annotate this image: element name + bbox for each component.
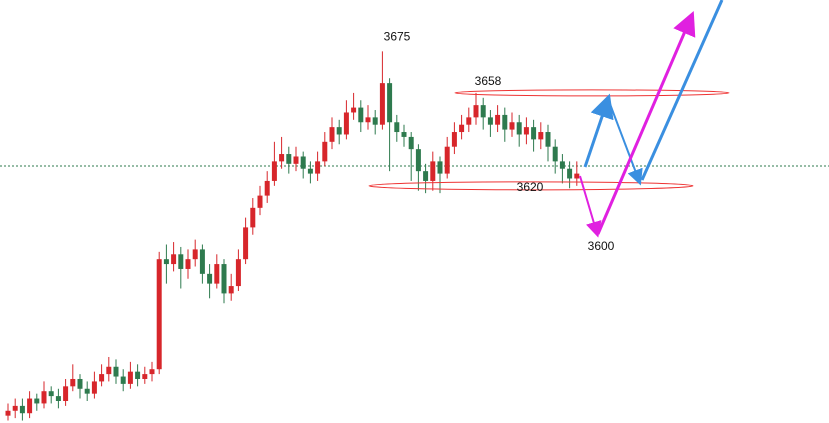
- candle-body: [228, 286, 234, 294]
- candle-body: [257, 195, 263, 208]
- candle-body: [185, 259, 191, 269]
- level-label: 3658: [475, 74, 502, 88]
- candle-body: [77, 378, 83, 389]
- candle-body: [84, 388, 90, 394]
- candle-body: [171, 254, 177, 265]
- candle-body: [358, 107, 364, 123]
- candle-body: [502, 114, 508, 130]
- arrow-up-blue: [583, 93, 614, 168]
- candle-body: [430, 161, 436, 181]
- candle-body: [365, 117, 371, 123]
- candle-body: [192, 249, 198, 260]
- candle-body: [473, 105, 479, 118]
- candle-body: [91, 381, 97, 394]
- candle-body: [487, 117, 493, 125]
- candle-body: [343, 112, 349, 135]
- arrow-long-blue: [640, 0, 724, 181]
- candle-body: [142, 374, 148, 379]
- candle-body: [235, 259, 241, 287]
- candle-body: [307, 168, 313, 174]
- candle-body: [552, 146, 558, 162]
- candle-body: [351, 107, 357, 113]
- candle-body: [286, 154, 292, 164]
- candle-body: [271, 161, 277, 181]
- candle-body: [106, 366, 112, 375]
- candle-body: [113, 366, 119, 377]
- arrow-up-magenta: [596, 10, 696, 235]
- candle-body: [199, 249, 205, 274]
- candle-body: [19, 405, 25, 414]
- candle-body: [12, 405, 18, 411]
- candle-body: [495, 114, 501, 125]
- candle-body: [178, 254, 184, 269]
- level-ellipse: [454, 89, 730, 97]
- candle-body: [315, 161, 321, 174]
- level-label: 3675: [384, 30, 411, 44]
- candle-body: [322, 141, 328, 162]
- level-ellipse: [368, 181, 694, 191]
- candle-body: [538, 132, 544, 140]
- candle-body: [423, 171, 429, 181]
- candle-body: [34, 398, 40, 404]
- candle-body: [444, 146, 450, 174]
- candle-body: [523, 127, 529, 135]
- candle-body: [559, 161, 565, 169]
- candle-body: [466, 117, 472, 125]
- candle-body: [127, 371, 133, 384]
- arrow-down-magenta: [579, 175, 602, 238]
- candle-body: [163, 259, 169, 265]
- candle-body: [120, 376, 126, 384]
- candle-body: [545, 132, 551, 147]
- candle-body: [401, 132, 407, 137]
- candle-body: [63, 386, 69, 401]
- candle-body: [41, 391, 47, 404]
- arrow-down-blue: [609, 103, 643, 186]
- level-label: 3620: [517, 180, 544, 194]
- candle-body: [437, 161, 443, 174]
- candles: [5, 51, 580, 421]
- candle-body: [329, 127, 335, 142]
- candle-body: [516, 122, 522, 135]
- candle-body: [55, 396, 61, 401]
- candle-body: [459, 124, 465, 133]
- candle-body: [394, 122, 400, 133]
- candle-body: [387, 83, 393, 123]
- candle-body: [221, 264, 227, 294]
- candle-body: [408, 136, 414, 150]
- candle-body: [279, 154, 285, 162]
- candle-body: [480, 105, 486, 118]
- candle-body: [567, 168, 573, 179]
- candle-body: [509, 122, 515, 130]
- candle-body: [379, 83, 385, 125]
- candle-body: [149, 369, 155, 375]
- candle-body: [48, 391, 54, 397]
- level-label: 3600: [588, 239, 615, 253]
- candle-body: [264, 180, 270, 196]
- candle-body: [70, 378, 76, 387]
- candle-body: [372, 117, 378, 125]
- candle-body: [5, 410, 11, 416]
- candle-body: [415, 149, 421, 172]
- candle-body: [214, 264, 220, 284]
- candle-body: [207, 273, 213, 284]
- candle-body: [336, 127, 342, 135]
- candle-body: [451, 132, 457, 147]
- candle-body: [243, 227, 249, 260]
- candle-body: [156, 259, 162, 370]
- candle-body: [27, 398, 33, 414]
- candle-body: [250, 207, 256, 228]
- candle-body: [293, 156, 299, 164]
- candle-body: [574, 173, 580, 179]
- candle-body: [135, 371, 141, 379]
- candle-body: [99, 374, 105, 382]
- candle-body: [300, 156, 306, 169]
- candle-body: [531, 127, 537, 140]
